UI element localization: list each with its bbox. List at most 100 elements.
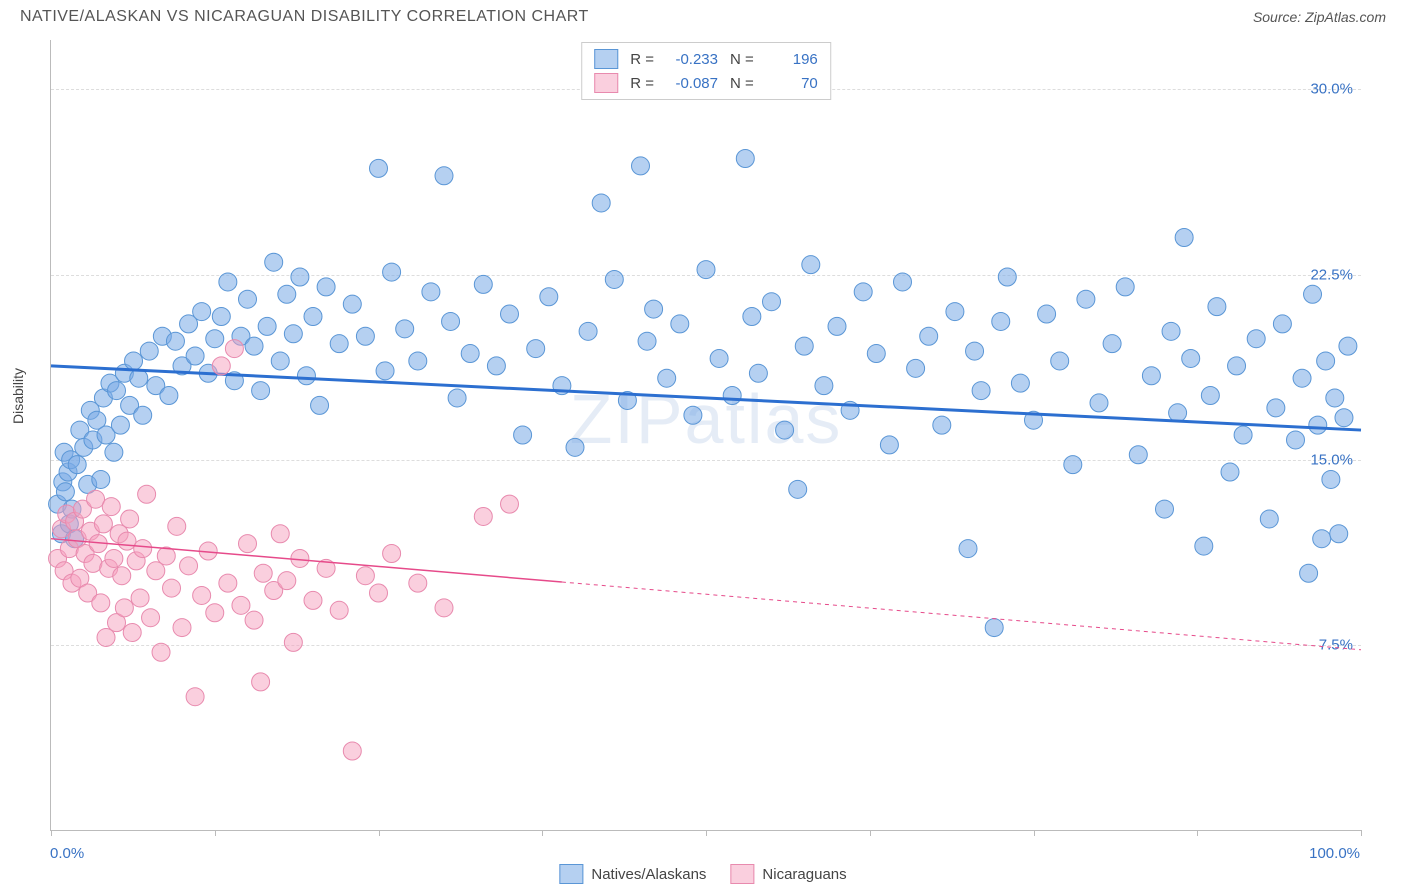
data-point — [409, 574, 427, 592]
data-point — [749, 364, 767, 382]
data-point — [284, 633, 302, 651]
data-point — [1293, 369, 1311, 387]
data-point — [252, 382, 270, 400]
data-point — [1051, 352, 1069, 370]
data-point — [442, 312, 460, 330]
legend-swatch-blue — [559, 864, 583, 884]
data-point — [1038, 305, 1056, 323]
data-point — [1273, 315, 1291, 333]
data-point — [232, 596, 250, 614]
data-point — [121, 510, 139, 528]
data-point — [723, 387, 741, 405]
data-point — [396, 320, 414, 338]
legend-label: Natives/Alaskans — [591, 866, 706, 883]
data-point — [125, 352, 143, 370]
data-point — [134, 406, 152, 424]
data-point — [579, 322, 597, 340]
trend-line-dashed — [562, 582, 1361, 650]
data-point — [304, 591, 322, 609]
data-point — [356, 327, 374, 345]
data-point — [383, 545, 401, 563]
data-point — [330, 601, 348, 619]
data-point — [461, 345, 479, 363]
data-point — [1103, 335, 1121, 353]
data-point — [946, 303, 964, 321]
data-point — [959, 540, 977, 558]
data-point — [1142, 367, 1160, 385]
data-point — [1156, 500, 1174, 518]
data-point — [540, 288, 558, 306]
data-point — [1201, 387, 1219, 405]
data-point — [239, 535, 257, 553]
data-point — [105, 549, 123, 567]
data-point — [880, 436, 898, 454]
data-point — [1330, 525, 1348, 543]
data-point — [311, 396, 329, 414]
data-point — [789, 480, 807, 498]
data-point — [265, 253, 283, 271]
data-point — [920, 327, 938, 345]
data-point — [166, 332, 184, 350]
data-point — [173, 619, 191, 637]
data-point — [1195, 537, 1213, 555]
data-point — [1228, 357, 1246, 375]
data-point — [743, 308, 761, 326]
data-point — [284, 325, 302, 343]
chart-title: NATIVE/ALASKAN VS NICARAGUAN DISABILITY … — [20, 8, 589, 26]
legend-correlation: R = -0.233 N = 196 R = -0.087 N = 70 — [581, 42, 831, 100]
data-point — [605, 270, 623, 288]
data-point — [1175, 229, 1193, 247]
data-point — [113, 567, 131, 585]
data-point — [776, 421, 794, 439]
data-point — [474, 275, 492, 293]
data-point — [84, 554, 102, 572]
data-point — [1129, 446, 1147, 464]
data-point — [1169, 404, 1187, 422]
data-point — [193, 303, 211, 321]
data-point — [1208, 298, 1226, 316]
data-point — [138, 485, 156, 503]
data-point — [123, 624, 141, 642]
data-point — [252, 673, 270, 691]
data-point — [225, 340, 243, 358]
data-point — [435, 167, 453, 185]
data-point — [501, 495, 519, 513]
data-point — [219, 574, 237, 592]
y-axis-label: Disability — [10, 368, 26, 424]
data-point — [186, 347, 204, 365]
data-point — [356, 567, 374, 585]
data-point — [992, 312, 1010, 330]
data-point — [212, 308, 230, 326]
data-point — [985, 619, 1003, 637]
data-point — [933, 416, 951, 434]
data-point — [219, 273, 237, 291]
data-point — [1234, 426, 1252, 444]
legend-label: Nicaraguans — [762, 866, 846, 883]
data-point — [108, 382, 126, 400]
r-value: -0.233 — [662, 51, 718, 68]
data-point — [245, 611, 263, 629]
data-point — [168, 517, 186, 535]
data-point — [92, 470, 110, 488]
data-point — [645, 300, 663, 318]
n-label: N = — [730, 75, 754, 92]
data-point — [258, 317, 276, 335]
data-point — [638, 332, 656, 350]
data-point — [448, 389, 466, 407]
data-point — [1267, 399, 1285, 417]
data-point — [102, 498, 120, 516]
data-point — [867, 345, 885, 363]
n-value: 70 — [762, 75, 818, 92]
data-point — [592, 194, 610, 212]
legend-swatch-blue — [594, 49, 618, 69]
data-point — [1247, 330, 1265, 348]
data-point — [180, 557, 198, 575]
data-point — [56, 483, 74, 501]
data-point — [160, 387, 178, 405]
data-point — [134, 540, 152, 558]
data-point — [383, 263, 401, 281]
data-point — [370, 584, 388, 602]
data-point — [291, 268, 309, 286]
data-point — [1335, 409, 1353, 427]
data-point — [1300, 564, 1318, 582]
